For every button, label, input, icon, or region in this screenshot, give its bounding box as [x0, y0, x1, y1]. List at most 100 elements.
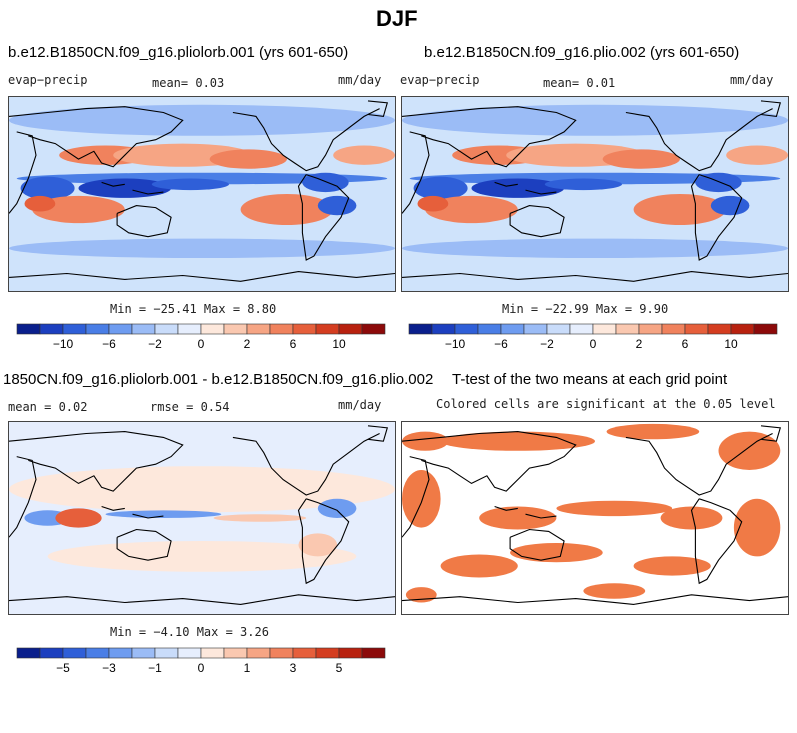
colorbar-box-2: [62, 647, 87, 659]
sig-region-13: [583, 583, 646, 599]
panel2-mean: mean= 0.01: [543, 76, 616, 90]
colorbar-box-5: [523, 323, 548, 335]
colorbar-box-4: [500, 323, 525, 335]
map-p1-svg: [9, 97, 395, 291]
sig-region-1: [440, 431, 595, 451]
coastline-1: [402, 106, 577, 168]
panel1-colorbar: −10 −6 −2 0 2 6 10: [16, 323, 386, 354]
panel4-map: [401, 421, 789, 615]
map-p4-svg: [402, 422, 788, 614]
colorbar-tick-label: 0: [198, 337, 205, 351]
colorbar-tick-label: 10: [724, 337, 738, 351]
sig-region-10: [440, 554, 518, 578]
colorbar-box-0: [16, 647, 41, 659]
colorbar-box-6: [154, 323, 179, 335]
field-patch-8: [544, 178, 622, 191]
coastline-6: [9, 594, 395, 605]
colorbar-box-14: [730, 323, 755, 335]
panel3-units: mm/day: [338, 398, 382, 412]
panel2-variable: evap−precip: [400, 73, 480, 87]
colorbar-box-15: [753, 323, 778, 335]
field-patch-7: [78, 178, 172, 198]
cb-p1-svg: −10 −6 −2 0 2 6 10: [16, 323, 386, 351]
panel3-map: [8, 421, 396, 615]
colorbar-box-10: [638, 323, 663, 335]
panel1-units: mm/day: [338, 73, 382, 87]
sig-region-2: [606, 423, 700, 440]
sig-region-8: [733, 498, 781, 557]
colorbar-box-7: [569, 323, 594, 335]
coastline-1: [9, 431, 184, 492]
coastline-3: [232, 433, 380, 496]
coastline-7: [494, 181, 518, 187]
coastlines: [402, 100, 788, 282]
field-patch-13: [9, 238, 395, 258]
colorbar-box-10: [246, 323, 271, 335]
colorbar-box-12: [684, 323, 709, 335]
colorbar-box-11: [661, 323, 686, 335]
map-p2-svg: [402, 97, 788, 291]
colorbar-tick-label: −3: [102, 661, 116, 675]
field-patch-10: [425, 195, 518, 224]
colorbar-tick-label: −10: [53, 337, 74, 351]
panel1-minmax: Min = −25.41 Max = 8.80: [110, 302, 277, 316]
panel3-rmse: rmse = 0.54: [150, 400, 230, 414]
panel1-mean: mean= 0.03: [152, 76, 225, 90]
field-patch-0: [402, 104, 788, 136]
panel1-variable: evap−precip: [8, 73, 88, 87]
coastline-5: [367, 425, 389, 442]
field-patch-6: [413, 176, 468, 200]
field-patch-8: [151, 178, 229, 191]
colorbar-box-9: [615, 323, 640, 335]
coastline-2: [509, 528, 565, 561]
colorbar-box-6: [154, 647, 179, 659]
colorbar-tick-label: −2: [148, 337, 162, 351]
coastline-7: [101, 505, 125, 511]
panel2-title: b.e12.B1850CN.f09_g16.plio.002 (yrs 601-…: [424, 44, 740, 61]
colorbar-tick-label: −10: [445, 337, 466, 351]
map-p3-svg: [9, 422, 395, 614]
sig-region-9: [510, 543, 603, 563]
colorbar-box-11: [269, 647, 294, 659]
sig-region-0: [402, 431, 449, 451]
field-patch-0: [9, 104, 395, 136]
coastline-8: [132, 513, 164, 519]
coastline-3: [625, 433, 773, 496]
cb-p3-svg: −5 −3 −1 0 1 3 5: [16, 647, 386, 675]
colorbar-tick-label: 0: [198, 661, 205, 675]
coastline-7: [101, 181, 125, 187]
colorbar-tick-label: 6: [290, 337, 297, 351]
colorbar-box-15: [361, 647, 386, 659]
colorbar-tick-label: 10: [332, 337, 346, 351]
field-patch-5: [317, 498, 357, 518]
field-patch-0: [9, 466, 395, 513]
coastlines: [9, 100, 395, 282]
panel2-minmax: Min = −22.99 Max = 9.90: [502, 302, 669, 316]
colorbar-box-10: [246, 647, 271, 659]
coastline-6: [9, 271, 395, 282]
field-patch-10: [32, 195, 125, 224]
colorbar-box-3: [85, 647, 110, 659]
coastline-6: [402, 594, 788, 605]
colorbar-tick-label: 2: [244, 337, 251, 351]
colorbar-box-8: [200, 647, 225, 659]
significant-cells: [402, 423, 781, 603]
colorbar-box-7: [177, 323, 202, 335]
field-patch-13: [402, 238, 788, 258]
colorbar-box-1: [431, 323, 456, 335]
sig-region-3: [718, 431, 781, 470]
field-patch-4: [726, 145, 788, 165]
colorbar-tick-label: −1: [148, 661, 162, 675]
colorbar-box-1: [39, 647, 64, 659]
coastline-8: [525, 513, 557, 519]
figure-title: DJF: [376, 6, 418, 31]
coastline-8: [132, 189, 164, 195]
colorbar-box-9: [223, 647, 248, 659]
colorbar-box-1: [39, 323, 64, 335]
coastline-3: [232, 108, 380, 172]
colorbar-box-0: [408, 323, 433, 335]
field-patch-7: [298, 533, 338, 557]
field: [9, 104, 395, 258]
coastline-0: [402, 456, 430, 538]
coastline-0: [9, 131, 37, 214]
